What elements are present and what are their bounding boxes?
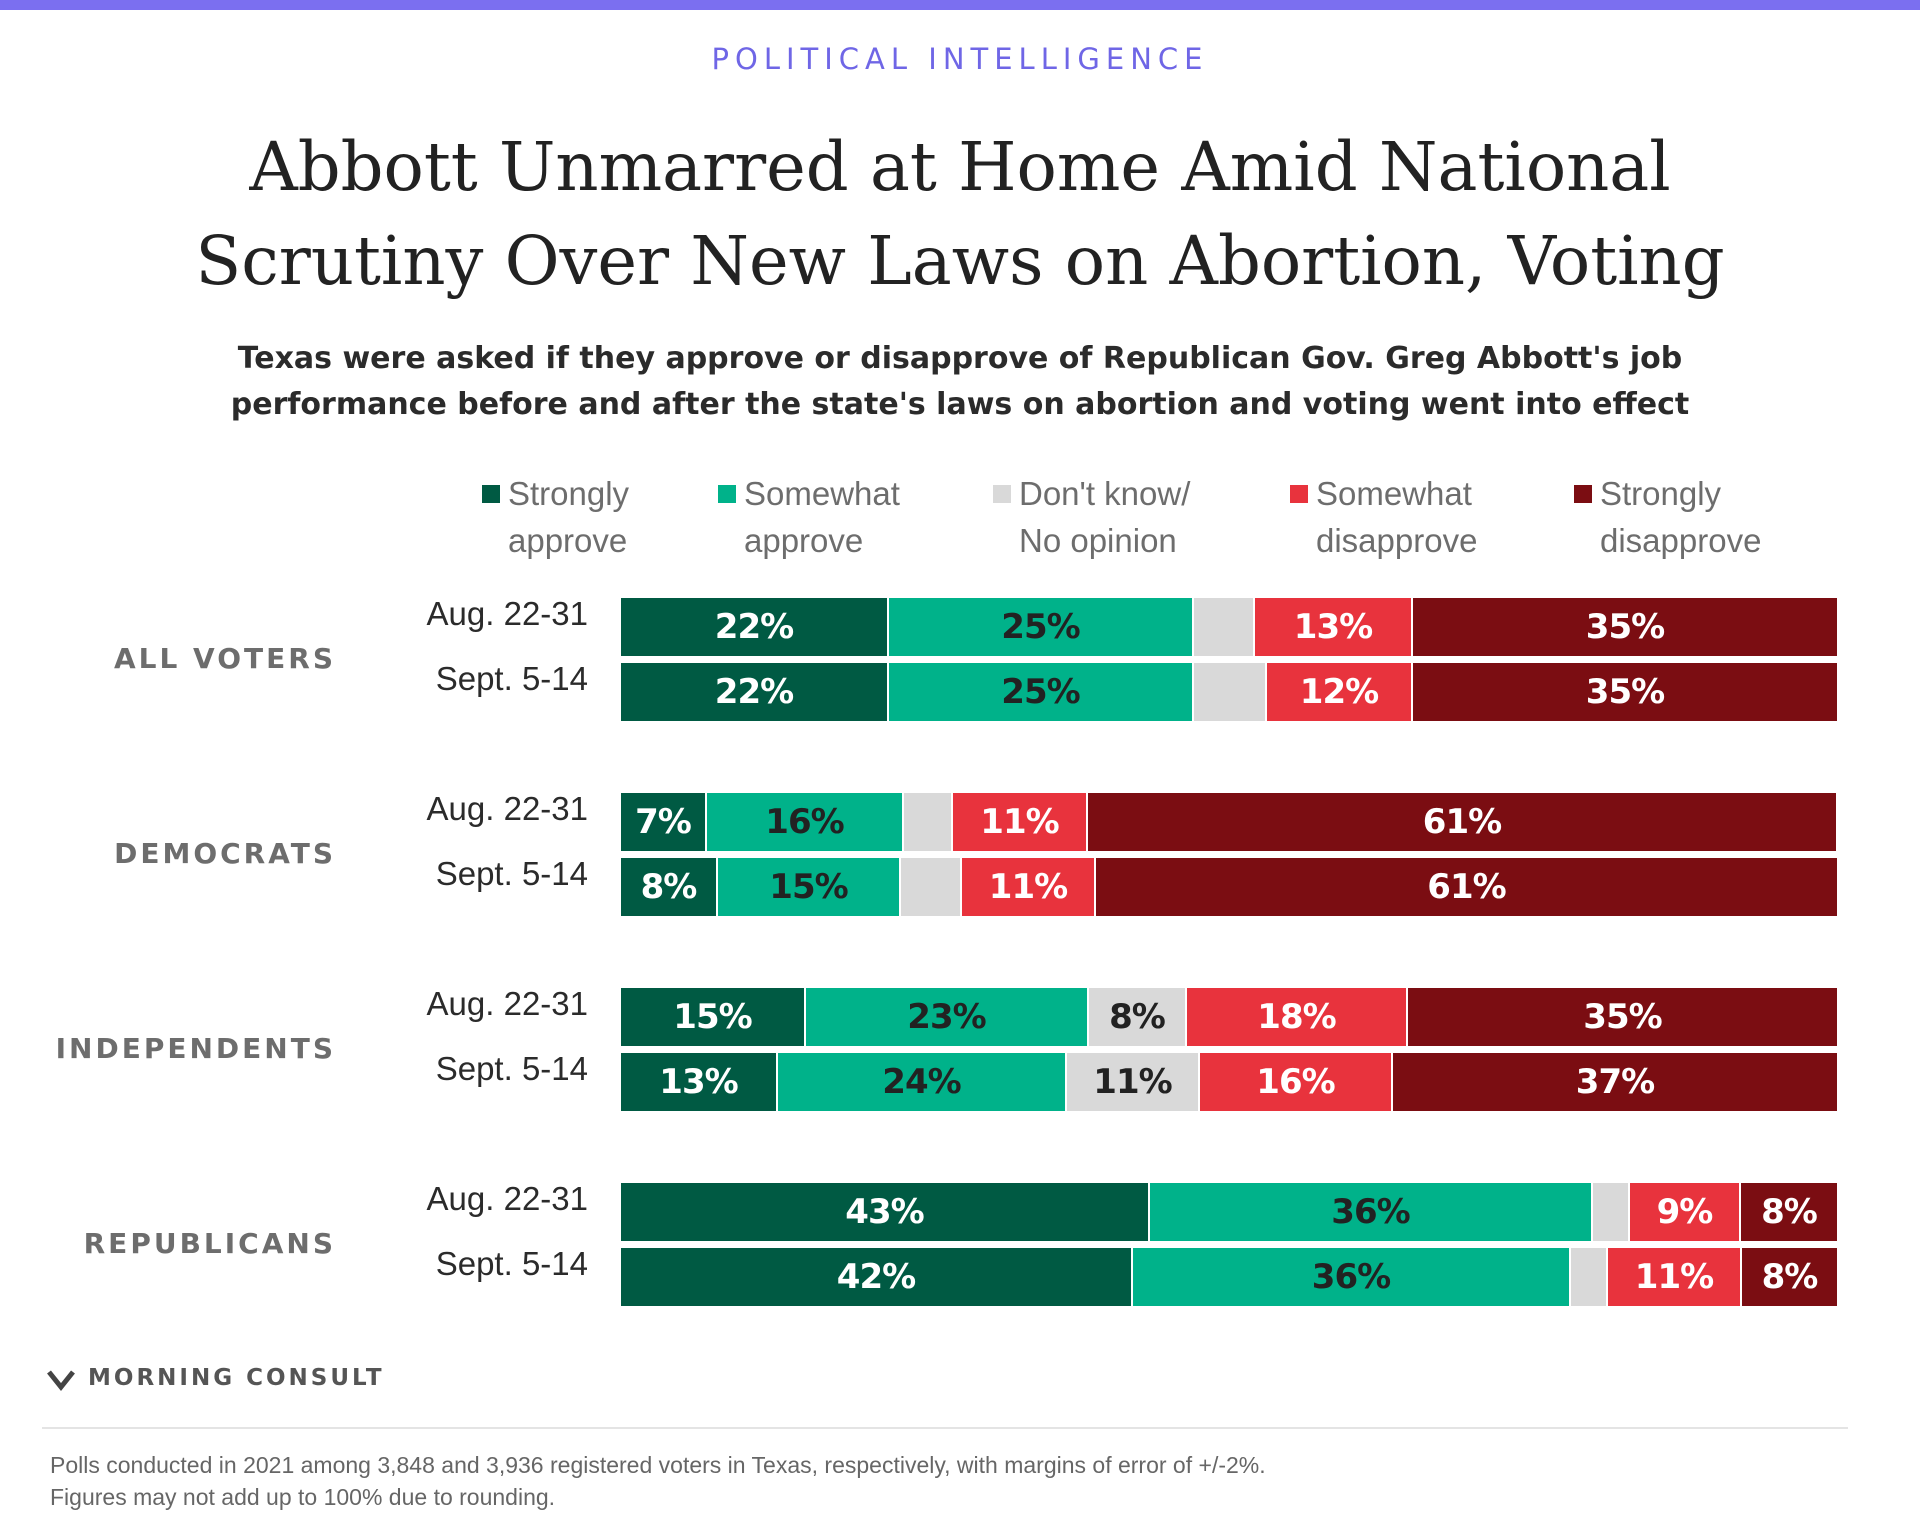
bar-segment-somewhat-disapprove: 11% [953, 793, 1086, 851]
morning-consult-m-icon [47, 1370, 75, 1392]
legend-label-line: approve [744, 522, 864, 559]
bar-segment-somewhat-approve: 25% [889, 598, 1192, 656]
bar-segment-strongly-approve: 22% [621, 598, 887, 656]
bar-segment-strongly-disapprove: 8% [1741, 1183, 1837, 1241]
bar-segment-strongly-disapprove: 61% [1088, 793, 1836, 851]
subtitle-line-2: performance before and after the state's… [230, 387, 1690, 422]
legend-swatch [993, 485, 1011, 503]
bar-segment-somewhat-approve: 25% [889, 663, 1192, 721]
group-label-independents: INDEPENDENTS [55, 1032, 336, 1065]
bar-segment-somewhat-disapprove: 9% [1630, 1183, 1739, 1241]
bar-segment-somewhat-approve: 15% [718, 858, 899, 916]
period-label: Aug. 22-31 [426, 985, 588, 1022]
legend-label: Somewhat disapprove [1316, 470, 1576, 564]
group-label-republicans: REPUBLICANS [83, 1227, 336, 1260]
legend-label-line: Don't know/ [1019, 475, 1191, 512]
legend-swatch [718, 485, 736, 503]
period-label: Aug. 22-31 [426, 1180, 588, 1217]
bar-segment-strongly-approve: 13% [621, 1053, 776, 1111]
bar-segment-strongly-approve: 15% [621, 988, 804, 1046]
bar-segment-strongly-approve: 7% [621, 793, 705, 851]
brand-name: MORNING CONSULT [88, 1365, 385, 1391]
period-label: Sept. 5-14 [435, 1245, 588, 1282]
chart-subtitle: Texas were asked if they approve or disa… [160, 336, 1760, 428]
legend-swatch [1574, 485, 1592, 503]
title-line-1: Abbott Unmarred at Home Amid National [249, 128, 1671, 206]
bar-segment-somewhat-approve: 24% [778, 1053, 1065, 1111]
legend-label: Strongly disapprove [1600, 470, 1860, 564]
bar-segment-don-t-know-no-opinion [904, 793, 951, 851]
chart-title: Abbott Unmarred at Home Amid National Sc… [160, 120, 1760, 308]
bar-segment-somewhat-approve: 16% [707, 793, 902, 851]
subtitle-line-1: Texas were asked if they approve or disa… [237, 341, 1683, 376]
bar-segment-strongly-disapprove: 35% [1408, 988, 1837, 1046]
legend-label-line: Strongly [508, 475, 630, 512]
group-label-all-voters: ALL VOTERS [113, 642, 336, 675]
bar-segment-don-t-know-no-opinion [1571, 1248, 1606, 1306]
bar-segment-strongly-disapprove: 61% [1096, 858, 1837, 916]
legend-label: Don't know/ No opinion [1019, 470, 1279, 564]
bar-segment-strongly-disapprove: 37% [1393, 1053, 1837, 1111]
legend-swatch [1290, 485, 1308, 503]
bar-segment-somewhat-disapprove: 16% [1200, 1053, 1391, 1111]
bar-segment-don-t-know-no-opinion: 8% [1089, 988, 1185, 1046]
bar-segment-don-t-know-no-opinion [1593, 1183, 1628, 1241]
legend-label-line: Somewhat [744, 475, 900, 512]
footnote-line-1: Polls conducted in 2021 among 3,848 and … [50, 1452, 1266, 1478]
footer-divider [42, 1427, 1848, 1429]
bar-segment-strongly-approve: 22% [621, 663, 887, 721]
group-label-democrats: DEMOCRATS [114, 837, 336, 870]
top-accent-bar [0, 0, 1920, 10]
legend-label-line: Strongly [1600, 475, 1722, 512]
title-line-2: Scrutiny Over New Laws on Abortion, Voti… [195, 222, 1725, 300]
bar-segment-strongly-approve: 43% [621, 1183, 1148, 1241]
bar-segment-don-t-know-no-opinion [1194, 598, 1253, 656]
bar-segment-don-t-know-no-opinion [901, 858, 960, 916]
bar-segment-don-t-know-no-opinion [1194, 663, 1265, 721]
legend-label: Strongly approve [508, 470, 768, 564]
bar-segment-strongly-approve: 8% [621, 858, 716, 916]
bar-segment-somewhat-disapprove: 12% [1267, 663, 1411, 721]
bar-segment-somewhat-approve: 23% [806, 988, 1087, 1046]
bar-segment-strongly-disapprove: 35% [1413, 663, 1837, 721]
bar-segment-strongly-disapprove: 8% [1742, 1248, 1837, 1306]
bar-segment-somewhat-disapprove: 18% [1187, 988, 1406, 1046]
bar-segment-somewhat-approve: 36% [1150, 1183, 1591, 1241]
bar-segment-somewhat-disapprove: 11% [962, 858, 1094, 916]
period-label: Sept. 5-14 [435, 855, 588, 892]
section-kicker: POLITICAL INTELLIGENCE [711, 42, 1209, 76]
legend-label-line: Somewhat [1316, 475, 1472, 512]
period-label: Sept. 5-14 [435, 660, 588, 697]
bar-segment-don-t-know-no-opinion: 11% [1067, 1053, 1198, 1111]
period-label: Aug. 22-31 [426, 790, 588, 827]
legend-label-line: No opinion [1019, 522, 1177, 559]
bar-segment-somewhat-disapprove: 13% [1255, 598, 1411, 656]
legend-label: Somewhat approve [744, 470, 1004, 564]
legend-label-line: disapprove [1316, 522, 1478, 559]
period-label: Sept. 5-14 [435, 1050, 588, 1087]
bar-segment-somewhat-disapprove: 11% [1608, 1248, 1740, 1306]
bar-segment-somewhat-approve: 36% [1133, 1248, 1569, 1306]
footnote-line-2: Figures may not add up to 100% due to ro… [50, 1484, 556, 1510]
legend-label-line: approve [508, 522, 628, 559]
period-label: Aug. 22-31 [426, 595, 588, 632]
legend-label-line: disapprove [1600, 522, 1762, 559]
bar-segment-strongly-approve: 42% [621, 1248, 1131, 1306]
legend-swatch [482, 485, 500, 503]
bar-segment-strongly-disapprove: 35% [1413, 598, 1837, 656]
